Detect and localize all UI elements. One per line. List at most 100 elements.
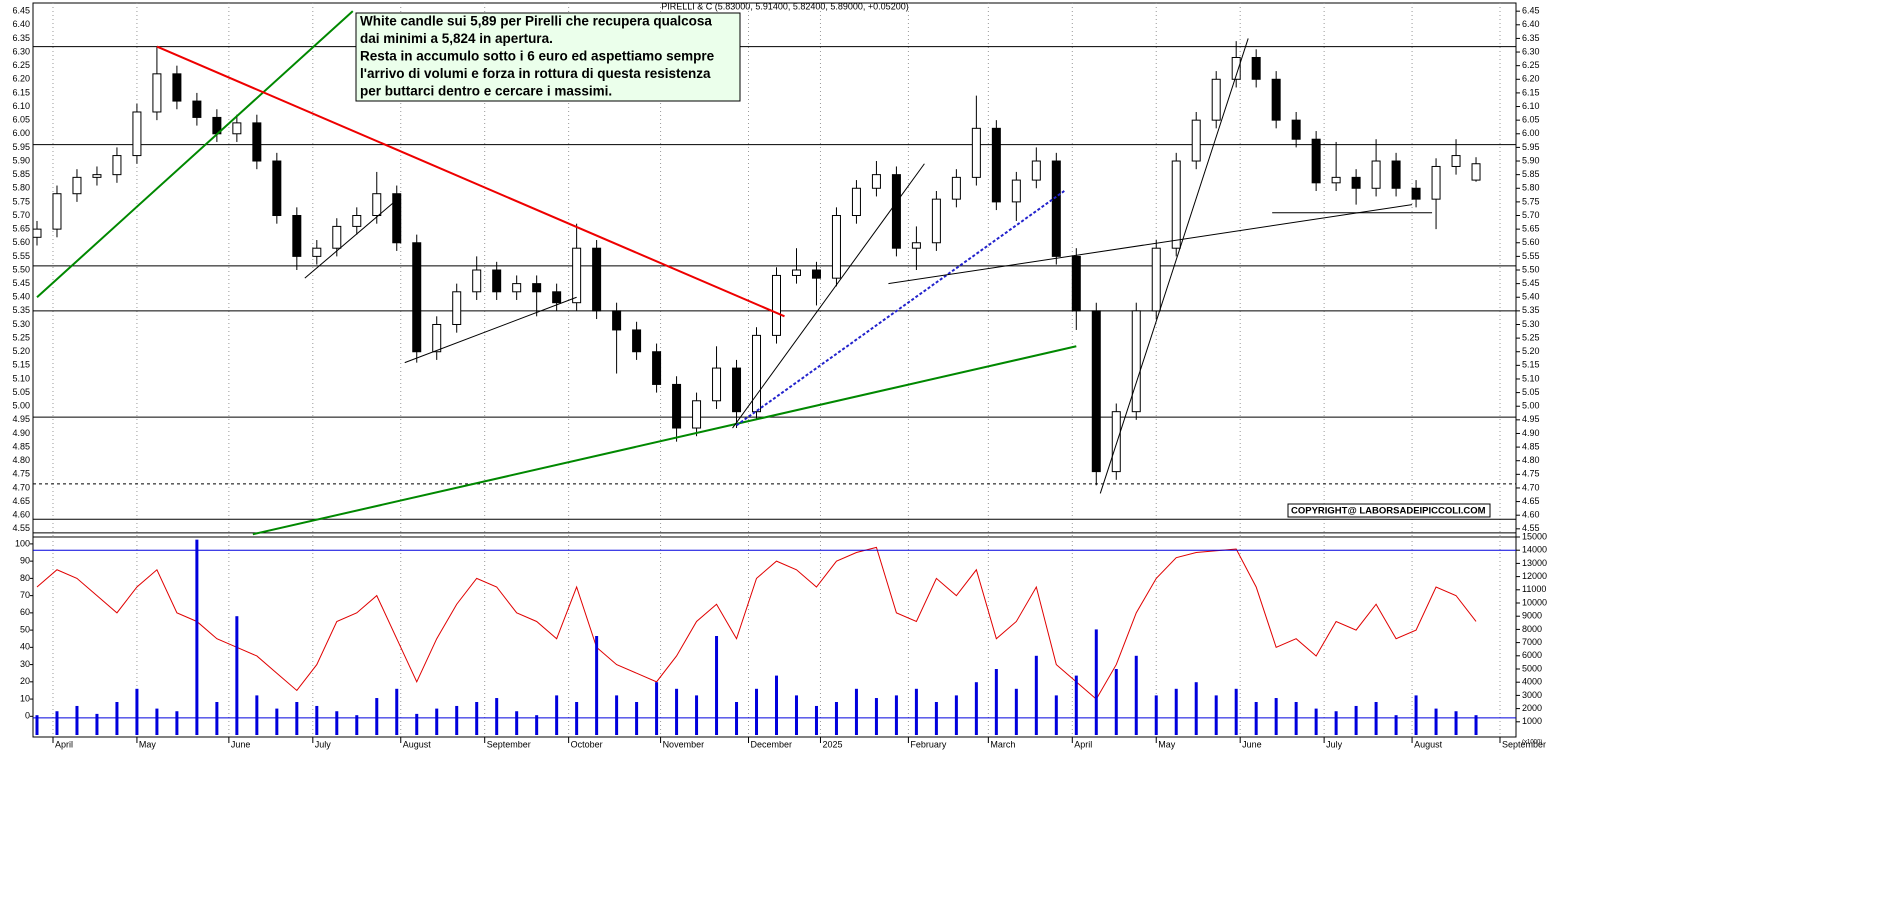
x-tick-label: August (403, 739, 432, 749)
volume-bar (1354, 705, 1358, 735)
candle-body (1131, 310, 1141, 413)
y-tick-label-right: 5.25 (1522, 332, 1540, 342)
volume-bar (854, 688, 858, 735)
volume-bar (974, 682, 978, 735)
candle-body (1331, 176, 1341, 184)
trendline (36, 10, 354, 298)
y-tick-label-right: 6.25 (1522, 60, 1540, 70)
candle-body (1151, 247, 1161, 312)
x-tick-label: August (1414, 739, 1443, 749)
y2-tick-label: 6000 (1522, 650, 1542, 660)
volume-bar (1194, 682, 1198, 735)
trendline (888, 204, 1413, 285)
volume-bar (1054, 695, 1058, 735)
volume-bar (195, 539, 199, 735)
y2-tick-label: 12000 (1522, 571, 1547, 581)
candle-body (851, 187, 861, 217)
y-tick-label: 4.85 (12, 441, 30, 451)
y-tick-label: 20 (20, 676, 30, 686)
y-tick-label: 60 (20, 607, 30, 617)
candle-body (891, 174, 901, 249)
y-tick-label: 6.45 (12, 6, 30, 16)
candle-body (1291, 119, 1301, 140)
y-tick-label-right: 5.05 (1522, 387, 1540, 397)
y2-tick-label: 5000 (1522, 663, 1542, 673)
y-tick-label: 5.90 (12, 155, 30, 165)
y2-tick-label: 15000 (1522, 531, 1547, 541)
y-tick-label: 5.00 (12, 401, 30, 411)
volume-bar (894, 695, 898, 735)
candle-body (1371, 160, 1381, 189)
y-tick-label: 5.60 (12, 237, 30, 247)
volume-bar (1454, 711, 1458, 735)
candle-body (632, 329, 642, 353)
volume-bar (615, 695, 619, 735)
candle-body (1271, 78, 1281, 121)
y-tick-label-right: 5.95 (1522, 142, 1540, 152)
x-tick-label: October (571, 739, 603, 749)
volume-bar (1114, 669, 1118, 735)
candle-body (33, 228, 42, 238)
volume-bar (834, 702, 838, 735)
annotation-text: l'arrivo di volumi e forza in rottura di… (360, 66, 711, 81)
candle-body (911, 242, 921, 249)
candle-body (991, 127, 1001, 203)
volume-bar (535, 715, 539, 735)
y-tick-label: 5.40 (12, 292, 30, 302)
y-tick-label: 6.20 (12, 74, 30, 84)
volume-bar (555, 695, 559, 735)
candle-body (572, 247, 582, 304)
y2-tick-label: 11000 (1522, 584, 1546, 594)
candle-body (352, 215, 362, 227)
volume-bar (235, 616, 239, 735)
candle-body (771, 274, 781, 336)
y-tick-label: 100 (15, 538, 30, 548)
volume-bar (1334, 711, 1338, 735)
y-tick-label-right: 4.80 (1522, 455, 1540, 465)
y-tick-label: 5.95 (12, 142, 30, 152)
candle-body (871, 174, 881, 189)
candle-body (931, 198, 941, 244)
candle-body (1011, 179, 1021, 203)
y-tick-label: 4.95 (12, 414, 30, 424)
candle-body (432, 323, 442, 353)
candle-body (1431, 165, 1441, 200)
indicator-panel (33, 537, 1516, 737)
candle-body (672, 383, 682, 429)
y-tick-label-right: 5.50 (1522, 264, 1540, 274)
volume-bar (1394, 715, 1398, 735)
candle-body (1391, 160, 1401, 189)
y-tick-label-right: 6.45 (1522, 6, 1540, 16)
candle-body (552, 291, 562, 304)
volume-bar (1414, 695, 1418, 735)
y-tick-label: 5.70 (12, 210, 30, 220)
y-tick-label: 5.50 (12, 264, 30, 274)
trendline (732, 163, 925, 429)
annotation-box (355, 12, 741, 102)
candle-body (512, 283, 522, 293)
volume-bar (914, 688, 918, 735)
y-tick-label: 6.40 (12, 19, 30, 29)
y-tick-label: 5.45 (12, 278, 30, 288)
y-tick-label: 6.05 (12, 115, 30, 125)
volume-bar (1134, 655, 1138, 735)
volume-bar (355, 715, 359, 735)
candle-body (372, 193, 382, 217)
candle-body (951, 176, 961, 200)
x-tick-label: June (1242, 739, 1262, 749)
volume-bar (175, 711, 179, 735)
y-tick-label-right: 5.40 (1522, 292, 1540, 302)
candle-body (392, 193, 402, 244)
volume-bar (1174, 688, 1178, 735)
volume-bar (675, 688, 679, 735)
annotation-text: Resta in accumulo sotto i 6 euro ed aspe… (360, 49, 715, 64)
y-tick-label-right: 5.70 (1522, 210, 1540, 220)
candle-body (1311, 138, 1321, 184)
candle-body (272, 160, 282, 217)
candle-body (1411, 187, 1421, 200)
volume-bar (475, 702, 479, 735)
volume-bar (1434, 708, 1438, 735)
volume-bar (954, 695, 958, 735)
x-tick-label: May (139, 739, 157, 749)
y-tick-label-right: 4.55 (1522, 523, 1540, 533)
